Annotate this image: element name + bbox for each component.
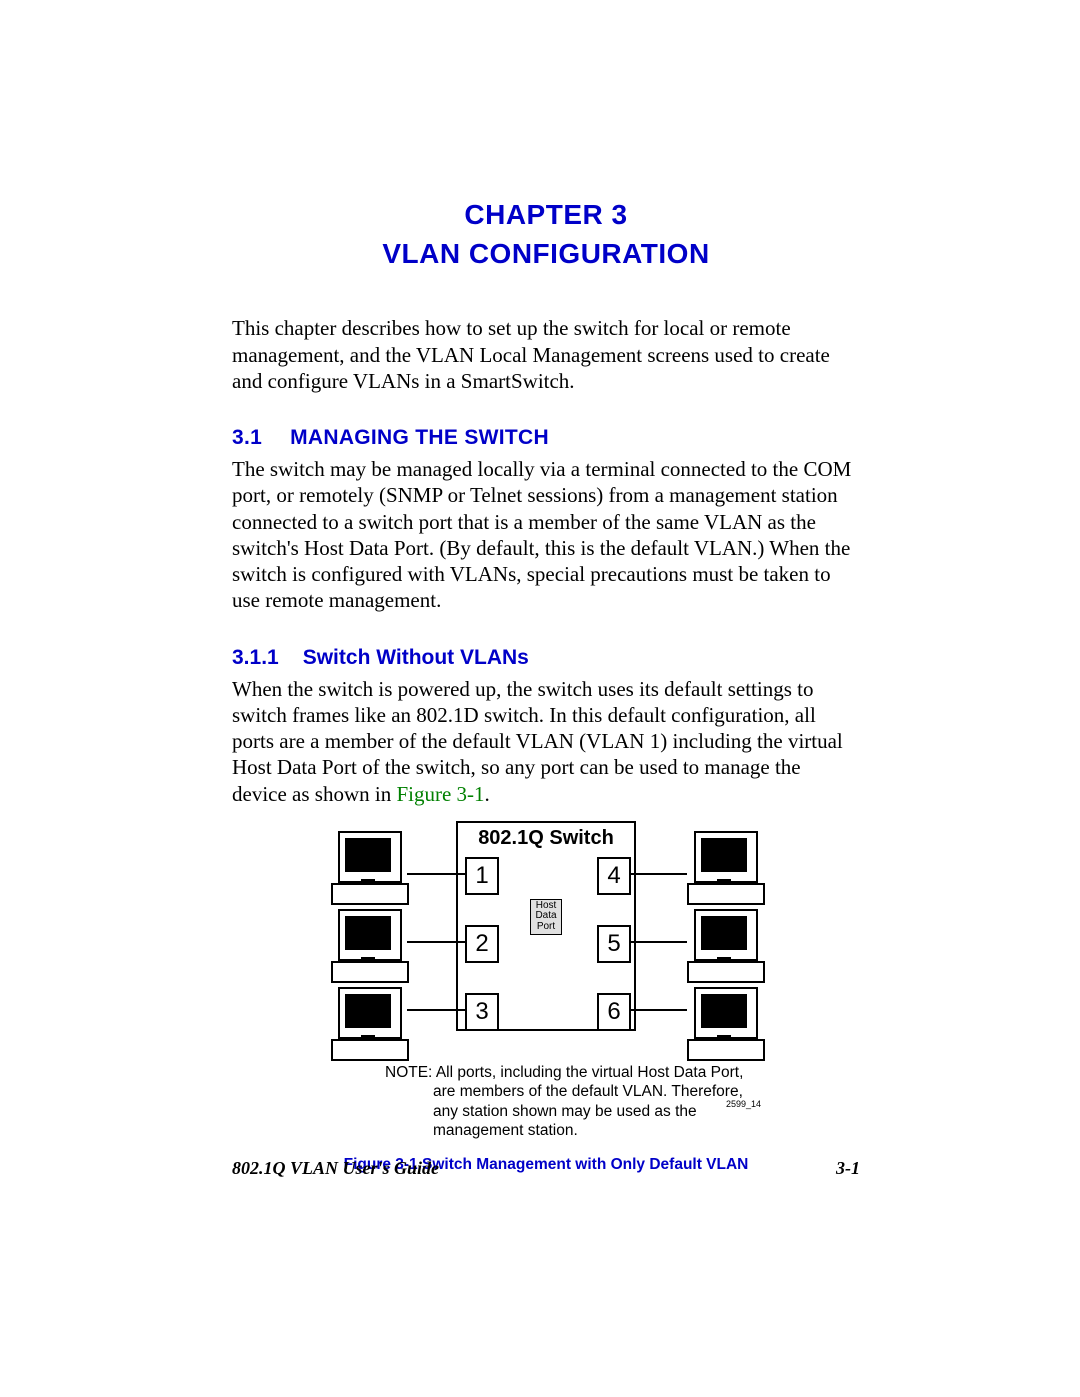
connector-line [407, 1009, 465, 1011]
connector-line [629, 941, 687, 943]
port-5: 5 [597, 925, 631, 963]
page-footer: 802.1Q VLAN User's Guide 3-1 [232, 1158, 860, 1179]
figure-id: 2599_14 [726, 1099, 761, 1109]
monitor-icon [331, 987, 405, 1059]
monitor-icon [687, 831, 761, 903]
subsection-number: 3.1.1 [232, 646, 279, 669]
connector-line [629, 873, 687, 875]
intro-paragraph: This chapter describes how to set up the… [232, 315, 860, 394]
port-6: 6 [597, 993, 631, 1031]
network-diagram: 802.1Q Switch 1 2 3 4 5 6 Host Data Port [331, 821, 761, 1053]
figure-note: NOTE: All ports, including the virtual H… [385, 1063, 761, 1141]
port-4: 4 [597, 857, 631, 895]
footer-guide-title: 802.1Q VLAN User's Guide [232, 1158, 439, 1179]
monitor-icon [687, 909, 761, 981]
switch-label: 802.1Q Switch [458, 827, 634, 850]
note-label: NOTE: [385, 1064, 436, 1081]
chapter-number: CHAPTER 3 [232, 195, 860, 234]
port-3: 3 [465, 993, 499, 1031]
section-title: MANAGING THE SWITCH [290, 426, 549, 449]
monitor-icon [687, 987, 761, 1059]
connector-line [407, 873, 465, 875]
subsection-heading-3-1-1: 3.1.1 Switch Without VLANs [232, 646, 860, 670]
port-2: 2 [465, 925, 499, 963]
figure-reference-link[interactable]: Figure 3-1 [396, 782, 484, 806]
section-3-1-body: The switch may be managed locally via a … [232, 456, 860, 614]
section-heading-3-1: 3.1 MANAGING THE SWITCH [232, 426, 860, 450]
section-number: 3.1 [232, 426, 262, 449]
chapter-heading: CHAPTER 3 VLAN CONFIGURATION [232, 195, 860, 273]
subsection-3-1-1-body: When the switch is powered up, the switc… [232, 676, 860, 807]
note-body: All ports, including the virtual Host Da… [433, 1064, 743, 1139]
body-text-post: . [485, 782, 490, 806]
subsection-title: Switch Without VLANs [303, 646, 529, 669]
connector-line [629, 1009, 687, 1011]
chapter-title: VLAN CONFIGURATION [232, 234, 860, 273]
monitor-icon [331, 909, 405, 981]
body-text-pre: When the switch is powered up, the switc… [232, 677, 843, 806]
port-1: 1 [465, 857, 499, 895]
connector-line [407, 941, 465, 943]
footer-page-number: 3-1 [836, 1158, 860, 1179]
figure-3-1: 802.1Q Switch 1 2 3 4 5 6 Host Data Port [331, 821, 761, 1131]
monitor-icon [331, 831, 405, 903]
document-page: CHAPTER 3 VLAN CONFIGURATION This chapte… [0, 0, 1080, 1397]
host-data-port: Host Data Port [530, 899, 562, 935]
